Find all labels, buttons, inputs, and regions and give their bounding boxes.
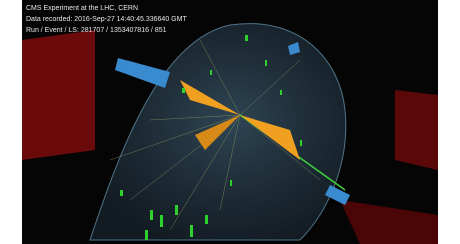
detector-block bbox=[22, 30, 95, 160]
detector-block bbox=[395, 90, 438, 170]
caption-line: Run / Event / LS: 281707 / 1353407816 / … bbox=[26, 27, 167, 34]
page: {"caption": {"lines": ["CMS Experiment a… bbox=[0, 0, 460, 244]
caption-line: Data recorded: 2016-Sep-27 14:40:45.3366… bbox=[26, 16, 187, 23]
event-display: CMS Experiment at the LHC, CERN Data rec… bbox=[0, 0, 460, 244]
caption-line: CMS Experiment at the LHC, CERN bbox=[26, 5, 138, 12]
